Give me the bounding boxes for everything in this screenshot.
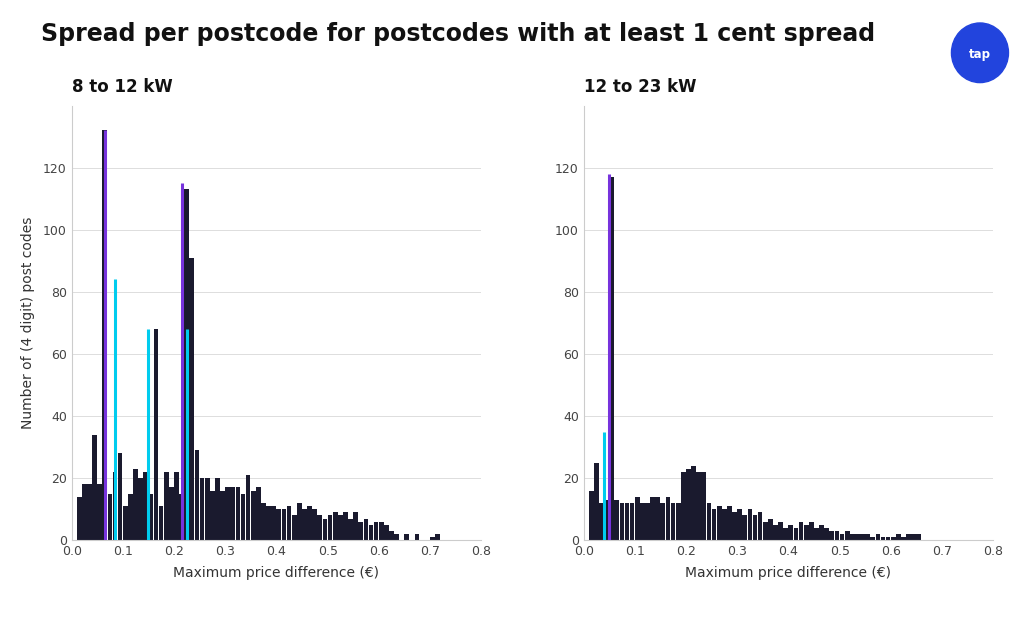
Bar bbox=[906, 534, 911, 540]
Bar bbox=[712, 509, 717, 540]
Bar bbox=[671, 503, 676, 540]
Bar bbox=[768, 519, 773, 540]
Bar bbox=[681, 472, 686, 540]
Bar bbox=[338, 515, 343, 540]
Bar bbox=[205, 478, 210, 540]
Bar bbox=[865, 534, 870, 540]
Bar bbox=[430, 537, 435, 540]
Bar bbox=[317, 515, 323, 540]
Bar bbox=[727, 506, 732, 540]
Bar bbox=[184, 189, 189, 540]
Bar bbox=[323, 519, 328, 540]
Bar bbox=[328, 515, 333, 540]
Bar bbox=[159, 506, 164, 540]
Bar bbox=[148, 494, 154, 540]
Bar bbox=[911, 534, 916, 540]
Bar bbox=[753, 515, 758, 540]
Bar bbox=[666, 497, 671, 540]
Bar bbox=[343, 512, 348, 540]
Bar bbox=[676, 503, 681, 540]
Bar bbox=[763, 522, 768, 540]
Bar bbox=[773, 525, 778, 540]
Bar bbox=[701, 472, 707, 540]
Bar bbox=[333, 512, 338, 540]
Bar bbox=[788, 525, 794, 540]
Bar bbox=[302, 509, 307, 540]
Bar bbox=[819, 525, 824, 540]
Bar bbox=[379, 522, 384, 540]
Bar bbox=[404, 534, 410, 540]
Bar bbox=[614, 500, 620, 540]
Bar bbox=[850, 534, 855, 540]
Bar bbox=[732, 512, 737, 540]
Bar bbox=[236, 487, 241, 540]
Bar bbox=[891, 537, 896, 540]
Bar bbox=[246, 475, 251, 540]
Bar bbox=[82, 484, 87, 540]
Bar bbox=[696, 472, 701, 540]
Bar bbox=[220, 491, 225, 540]
Bar bbox=[189, 258, 195, 540]
Bar bbox=[589, 491, 594, 540]
Text: 8 to 12 kW: 8 to 12 kW bbox=[72, 78, 172, 96]
Bar bbox=[174, 472, 179, 540]
Bar bbox=[374, 522, 379, 540]
Bar bbox=[896, 534, 901, 540]
Bar bbox=[364, 519, 369, 540]
Bar bbox=[113, 472, 118, 540]
Bar bbox=[241, 494, 246, 540]
Bar bbox=[77, 497, 82, 540]
Y-axis label: Number of (4 digit) post codes: Number of (4 digit) post codes bbox=[20, 217, 35, 429]
Bar bbox=[230, 487, 236, 540]
Bar bbox=[358, 522, 364, 540]
Bar bbox=[640, 503, 645, 540]
X-axis label: Maximum price difference (€): Maximum price difference (€) bbox=[173, 566, 380, 581]
Bar bbox=[835, 531, 840, 540]
Bar bbox=[225, 487, 230, 540]
Bar bbox=[200, 478, 205, 540]
Bar bbox=[840, 534, 845, 540]
Bar bbox=[384, 525, 389, 540]
Bar bbox=[799, 522, 804, 540]
Bar bbox=[154, 329, 159, 540]
Bar bbox=[256, 487, 261, 540]
Bar bbox=[870, 537, 876, 540]
Bar bbox=[123, 506, 128, 540]
Circle shape bbox=[951, 23, 1009, 83]
Bar bbox=[737, 509, 742, 540]
Bar bbox=[102, 130, 108, 540]
Bar bbox=[97, 484, 102, 540]
Bar bbox=[829, 531, 835, 540]
Bar bbox=[215, 478, 220, 540]
Bar bbox=[645, 503, 650, 540]
Bar bbox=[138, 478, 143, 540]
Text: 12 to 23 kW: 12 to 23 kW bbox=[584, 78, 696, 96]
Bar bbox=[809, 522, 814, 540]
Bar bbox=[916, 534, 922, 540]
Bar bbox=[266, 506, 271, 540]
Bar bbox=[686, 469, 691, 540]
Bar bbox=[620, 503, 625, 540]
Bar bbox=[794, 528, 799, 540]
Bar bbox=[276, 509, 282, 540]
Bar bbox=[87, 484, 92, 540]
Bar bbox=[435, 534, 440, 540]
Bar bbox=[415, 534, 420, 540]
Bar bbox=[353, 512, 358, 540]
Bar bbox=[179, 494, 184, 540]
Bar bbox=[778, 522, 783, 540]
Bar bbox=[394, 534, 399, 540]
Bar bbox=[881, 537, 886, 540]
Bar bbox=[630, 503, 635, 540]
Bar bbox=[804, 525, 809, 540]
Bar bbox=[92, 435, 97, 540]
Bar bbox=[133, 469, 138, 540]
Text: tap: tap bbox=[969, 48, 991, 60]
Bar bbox=[604, 500, 609, 540]
Bar bbox=[824, 528, 829, 540]
Bar bbox=[860, 534, 865, 540]
Bar bbox=[261, 503, 266, 540]
Bar bbox=[271, 506, 276, 540]
Bar bbox=[287, 506, 292, 540]
